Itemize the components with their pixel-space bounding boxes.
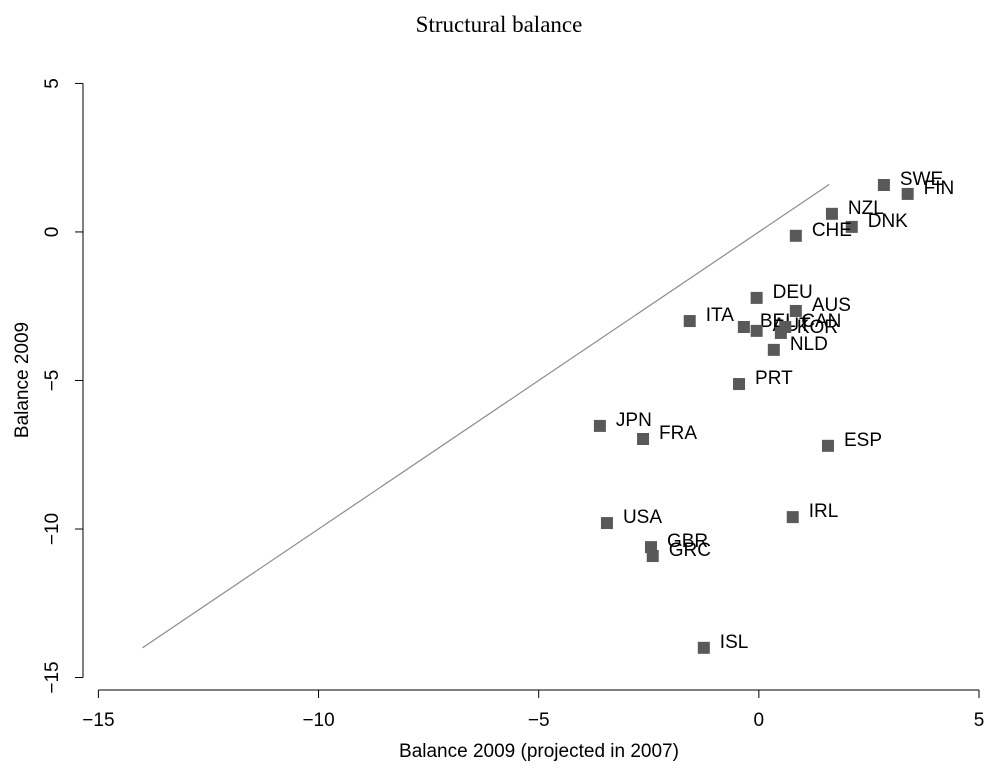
point	[600, 517, 613, 530]
reference-line	[142, 183, 830, 649]
point-label: JPN	[616, 410, 652, 431]
point-label: FIN	[924, 178, 955, 199]
y-tick-label: −15	[42, 661, 63, 693]
y-tick-label: −5	[42, 370, 63, 392]
y-tick-label: 5	[42, 78, 63, 89]
point	[821, 439, 834, 452]
x-tick-label: 5	[974, 710, 985, 731]
y-axis-title: Balance 2009	[12, 322, 33, 438]
point-label: IRL	[809, 501, 839, 522]
point	[733, 378, 746, 391]
chart-title: Structural balance	[416, 12, 583, 37]
point	[750, 324, 763, 337]
point-label: NZL	[848, 198, 884, 219]
point-label: USA	[623, 507, 662, 528]
point-label: PRT	[755, 368, 793, 389]
point	[789, 229, 802, 242]
point-label: CHE	[812, 220, 852, 241]
x-tick-label: −10	[302, 710, 334, 731]
point-label: AUS	[812, 295, 851, 316]
point-label: ITA	[706, 305, 734, 326]
y-tick-label: 0	[42, 227, 63, 238]
point	[593, 419, 606, 432]
point-label: ESP	[844, 430, 882, 451]
point	[767, 343, 780, 356]
point-label: CAN	[801, 311, 841, 332]
point-label: NLD	[790, 334, 828, 355]
x-tick-label: −15	[82, 710, 114, 731]
point-label: ISL	[720, 632, 749, 653]
point-label: DEU	[773, 282, 813, 303]
point	[697, 641, 710, 654]
point	[789, 304, 802, 317]
point-label: FRA	[659, 423, 697, 444]
x-tick-label: 0	[754, 710, 765, 731]
point	[737, 321, 750, 334]
point	[845, 220, 858, 233]
point	[774, 326, 787, 339]
point-label: GRC	[669, 540, 711, 561]
x-tick-label: −5	[528, 710, 550, 731]
point	[877, 179, 890, 192]
point	[683, 315, 696, 328]
point-label: GBR	[667, 531, 708, 552]
y-tick-label: −10	[42, 513, 63, 545]
point	[750, 291, 763, 304]
point	[637, 432, 650, 445]
point-label: SWE	[900, 169, 943, 190]
x-axis-title: Balance 2009 (projected in 2007)	[399, 741, 679, 762]
point	[786, 511, 799, 524]
point	[646, 550, 659, 563]
point-label: KOR	[797, 317, 838, 338]
point	[825, 207, 838, 220]
point	[901, 187, 914, 200]
point-label: DNK	[868, 211, 908, 232]
